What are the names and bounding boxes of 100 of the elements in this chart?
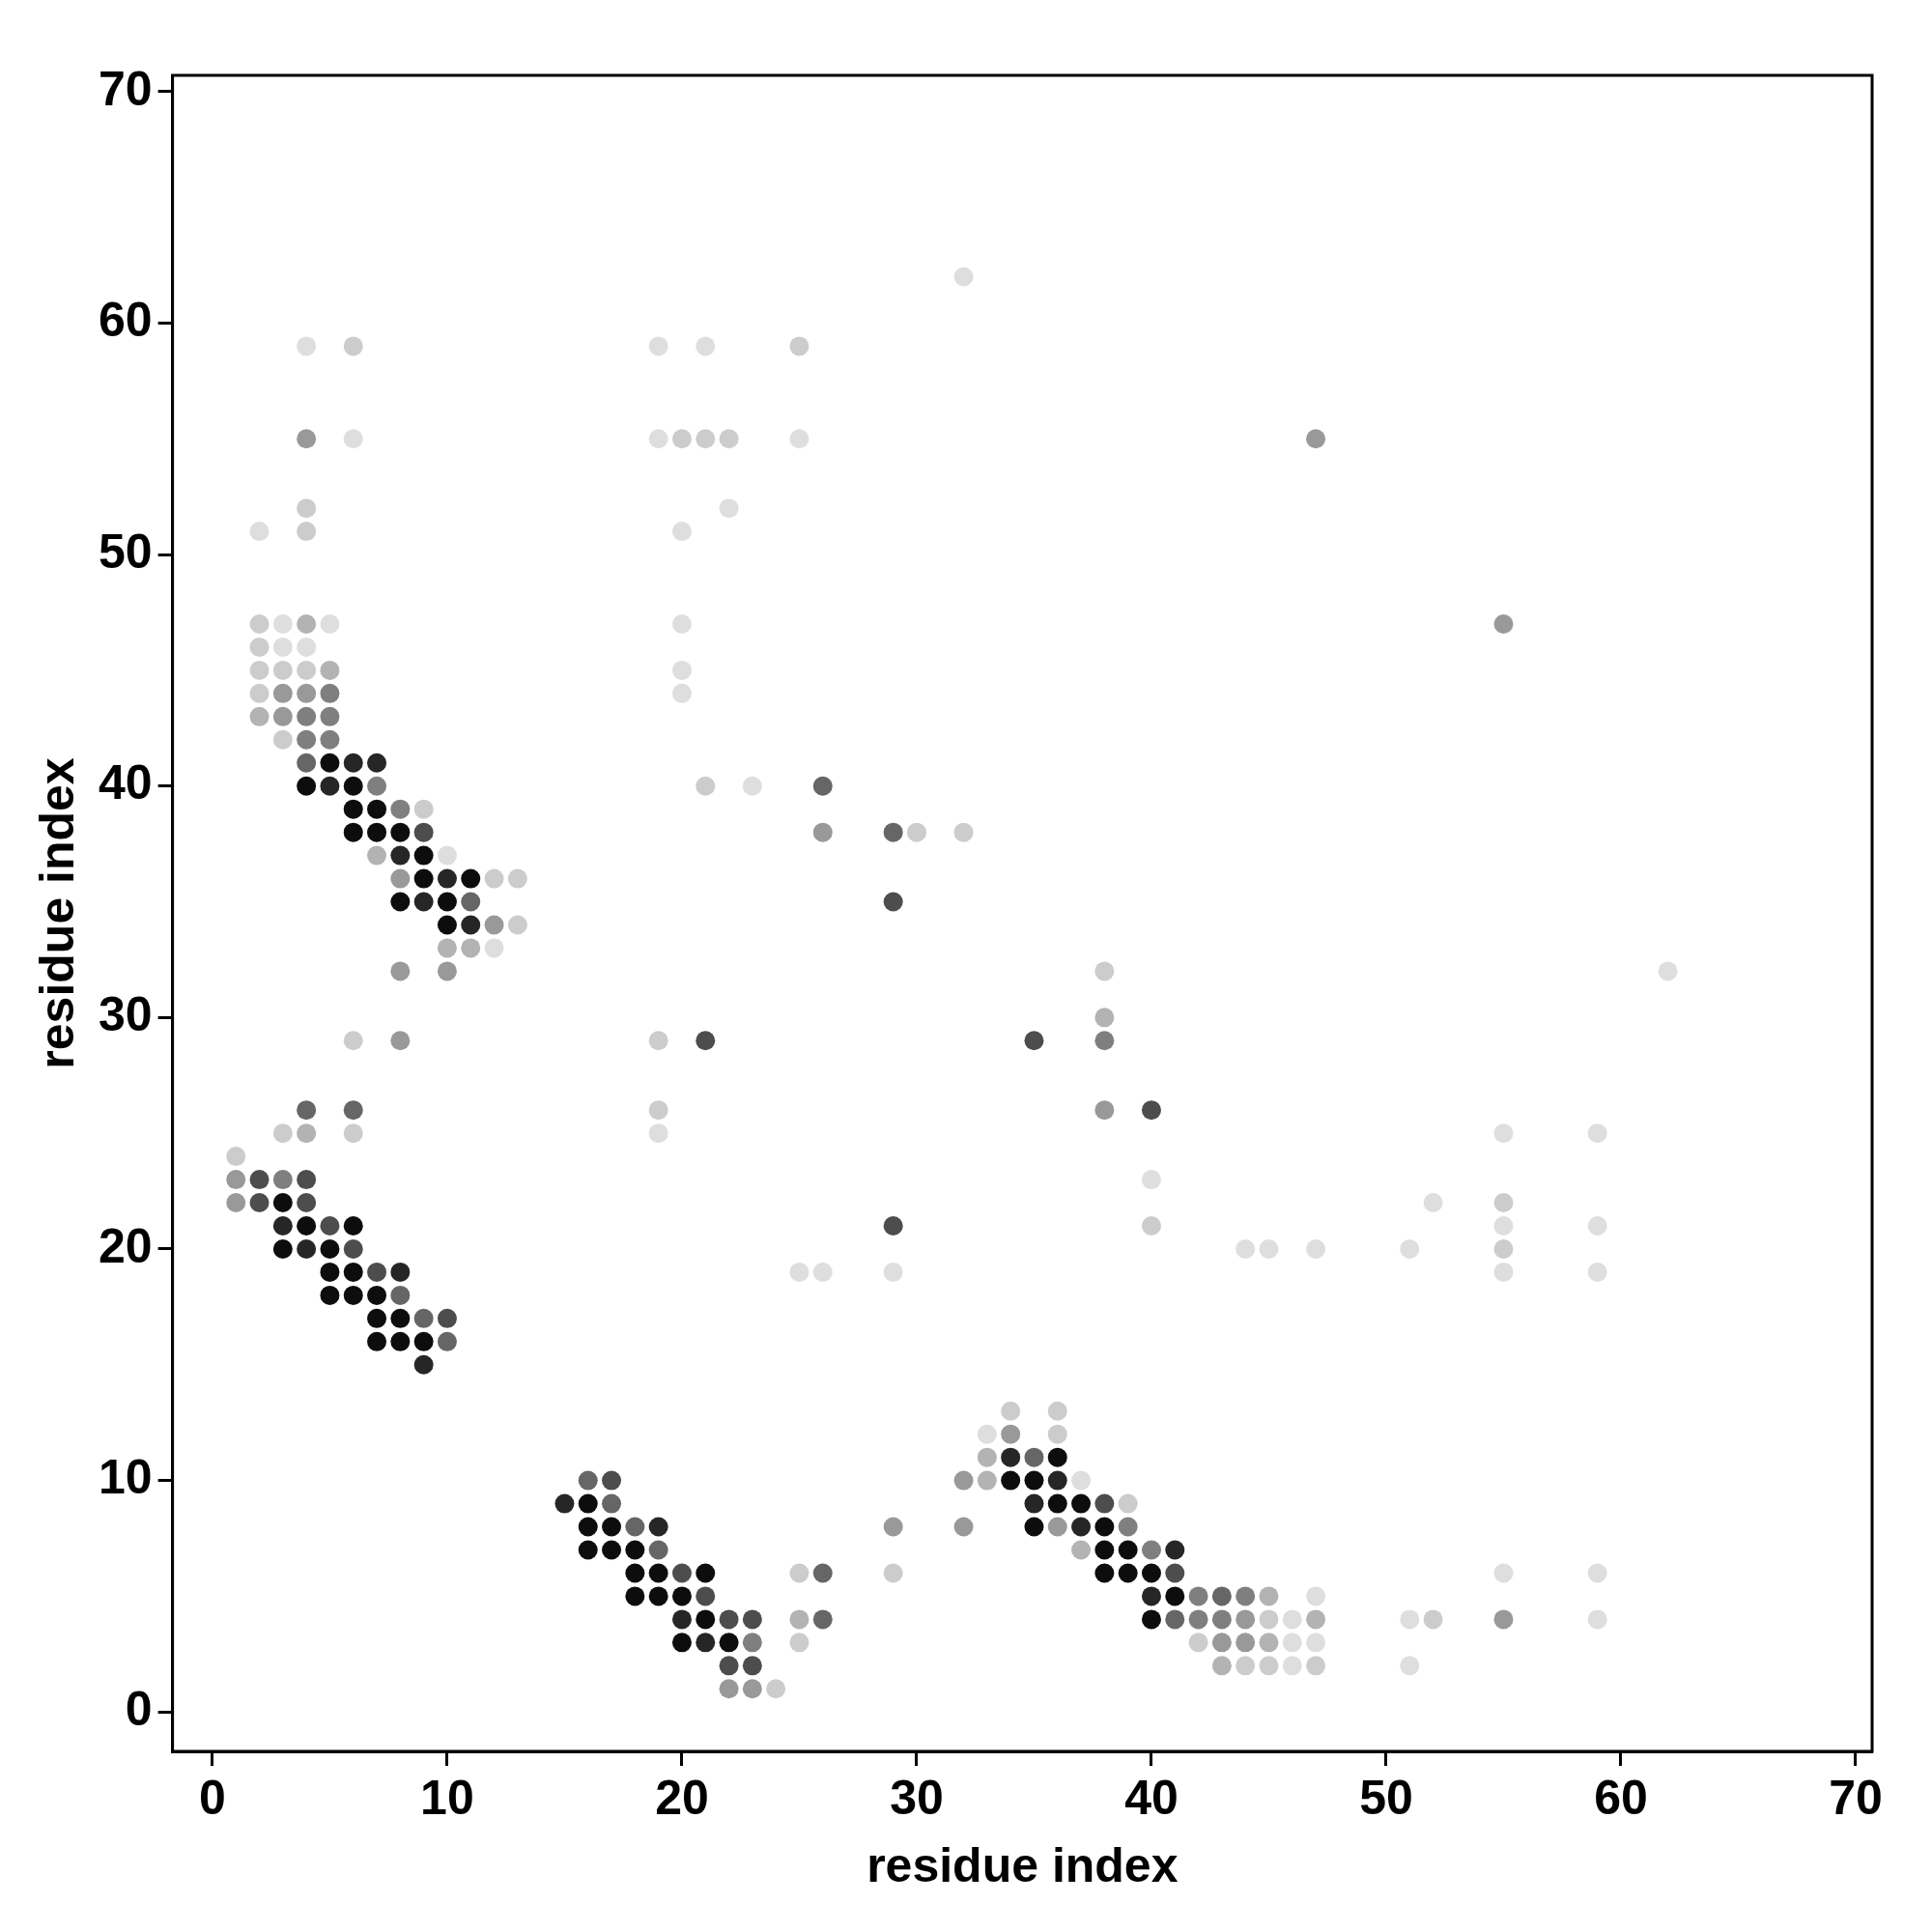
point (742, 776, 762, 796)
point (1024, 1470, 1044, 1491)
point (320, 706, 340, 726)
point (1236, 1609, 1256, 1630)
point (390, 868, 411, 889)
point (272, 1170, 293, 1190)
point (297, 1123, 317, 1144)
point (437, 845, 457, 866)
point (437, 961, 457, 981)
point (1423, 1609, 1443, 1630)
point (343, 822, 363, 842)
point (1118, 1540, 1138, 1560)
point (1306, 429, 1326, 449)
point (742, 1633, 762, 1653)
point (390, 1331, 411, 1351)
point (1094, 1563, 1115, 1583)
point (1165, 1563, 1185, 1583)
point (1282, 1656, 1302, 1676)
point (343, 1100, 363, 1121)
point (789, 1262, 810, 1282)
point (320, 1285, 340, 1305)
point (272, 637, 293, 657)
point (1282, 1633, 1302, 1653)
point (343, 1285, 363, 1305)
point (320, 1238, 340, 1259)
point (367, 822, 387, 842)
point (696, 336, 716, 356)
point (742, 1609, 762, 1630)
point (297, 1193, 317, 1213)
point (578, 1493, 598, 1514)
point (343, 336, 363, 356)
point (578, 1470, 598, 1491)
point (437, 938, 457, 958)
point (1400, 1656, 1420, 1676)
point (1024, 1493, 1044, 1514)
point (671, 1586, 692, 1606)
point (272, 706, 293, 726)
point (461, 868, 481, 889)
point (249, 660, 270, 680)
x-tick-label: 40 (1124, 1770, 1179, 1825)
point (812, 822, 833, 842)
point (297, 683, 317, 703)
point (343, 1031, 363, 1051)
point (812, 1563, 833, 1583)
point (1306, 1609, 1326, 1630)
point (390, 822, 411, 842)
point (1024, 1447, 1044, 1467)
point (343, 1216, 363, 1236)
point (789, 429, 810, 449)
point (249, 613, 270, 634)
point (1094, 1008, 1115, 1028)
point (1259, 1586, 1279, 1606)
point (1094, 961, 1115, 981)
point (602, 1540, 622, 1560)
point (554, 1493, 575, 1514)
point (789, 336, 810, 356)
point (648, 1517, 668, 1537)
point (696, 1563, 716, 1583)
point (226, 1193, 246, 1213)
point (367, 845, 387, 866)
point (413, 868, 434, 889)
point (437, 915, 457, 935)
x-tick-label: 70 (1829, 1770, 1883, 1825)
point (671, 613, 692, 634)
point (272, 1123, 293, 1144)
x-tick-label: 50 (1359, 1770, 1413, 1825)
point (1493, 1609, 1514, 1630)
point (1141, 1609, 1161, 1630)
point (1236, 1633, 1256, 1653)
point (1211, 1656, 1232, 1676)
point (1047, 1470, 1067, 1491)
point (1071, 1493, 1092, 1514)
point (1047, 1517, 1067, 1537)
point (789, 1609, 810, 1630)
point (297, 776, 317, 796)
point (297, 1216, 317, 1236)
point (1587, 1123, 1607, 1144)
point (742, 1656, 762, 1676)
point (648, 1540, 668, 1560)
point (671, 1633, 692, 1653)
point (602, 1470, 622, 1491)
point (297, 522, 317, 542)
point (1118, 1563, 1138, 1583)
point (648, 336, 668, 356)
point (648, 1563, 668, 1583)
point (1188, 1586, 1208, 1606)
point (367, 753, 387, 773)
point (671, 1609, 692, 1630)
point (320, 660, 340, 680)
point (297, 429, 317, 449)
point (297, 660, 317, 680)
point (1493, 613, 1514, 634)
point (367, 799, 387, 819)
point (1259, 1238, 1279, 1259)
point (1211, 1633, 1232, 1653)
point (413, 1354, 434, 1375)
point (249, 522, 270, 542)
point (648, 429, 668, 449)
point (977, 1424, 997, 1444)
point (953, 1517, 974, 1537)
